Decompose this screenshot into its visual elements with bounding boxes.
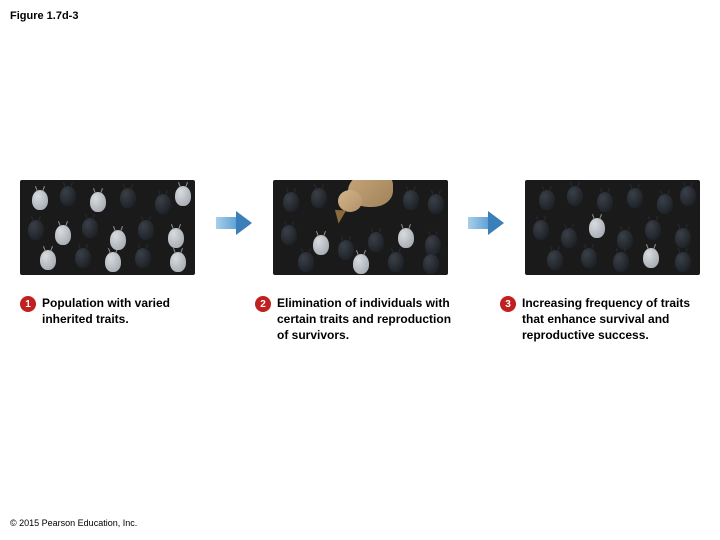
beetle-dark — [597, 192, 613, 212]
step-badge-3: 3 — [500, 296, 516, 312]
beetle-dark — [120, 188, 136, 208]
beetle-light — [90, 192, 106, 212]
arrow-icon — [216, 211, 252, 235]
beetle-dark — [645, 220, 661, 240]
beetle-dark — [567, 186, 583, 206]
beetle-light — [40, 250, 56, 270]
beetle-dark — [428, 194, 444, 214]
panel-1 — [20, 180, 195, 275]
beetle-dark — [613, 252, 629, 272]
panel-image-2 — [273, 180, 448, 275]
beetle-dark — [28, 220, 44, 240]
beetle-light — [32, 190, 48, 210]
beetle-dark — [533, 220, 549, 240]
beetle-dark — [138, 220, 154, 240]
beetle-dark — [388, 252, 404, 272]
beetle-dark — [311, 188, 327, 208]
panels-row — [20, 180, 700, 275]
beetle-light — [175, 186, 191, 206]
beetle-dark — [680, 186, 696, 206]
beetle-dark — [423, 254, 439, 274]
caption-text-2: Elimination of individuals with certain … — [277, 295, 465, 344]
caption-text-1: Population with varied inherited traits. — [42, 295, 220, 327]
panel-image-1 — [20, 180, 195, 275]
beetle-dark — [581, 248, 597, 268]
captions-row: 1 Population with varied inherited trait… — [20, 295, 700, 344]
step-badge-2: 2 — [255, 296, 271, 312]
beetle-dark — [675, 228, 691, 248]
beetle-dark — [547, 250, 563, 270]
beetle-dark — [338, 240, 354, 260]
beetle-light — [170, 252, 186, 272]
beetle-dark — [281, 225, 297, 245]
beetle-dark — [403, 190, 419, 210]
beetle-light — [168, 228, 184, 248]
beetle-light — [353, 254, 369, 274]
copyright-text: © 2015 Pearson Education, Inc. — [10, 518, 137, 528]
beetle-dark — [298, 252, 314, 272]
beetle-light — [643, 248, 659, 268]
beetle-dark — [135, 248, 151, 268]
caption-3: 3 Increasing frequency of traits that en… — [500, 295, 700, 344]
beetle-dark — [675, 252, 691, 272]
beetle-light — [110, 230, 126, 250]
caption-2: 2 Elimination of individuals with certai… — [255, 295, 465, 344]
beetle-light — [313, 235, 329, 255]
beetle-light — [589, 218, 605, 238]
panel-image-3 — [525, 180, 700, 275]
beetle-light — [55, 225, 71, 245]
beetle-dark — [561, 228, 577, 248]
caption-1: 1 Population with varied inherited trait… — [20, 295, 220, 344]
arrow-icon — [468, 211, 504, 235]
caption-text-3: Increasing frequency of traits that enha… — [522, 295, 700, 344]
beetle-dark — [368, 232, 384, 252]
panel-2 — [273, 180, 448, 275]
beetle-dark — [60, 186, 76, 206]
figure-label: Figure 1.7d-3 — [10, 10, 78, 22]
beetle-dark — [82, 218, 98, 238]
beetle-dark — [155, 194, 171, 214]
beetle-dark — [627, 188, 643, 208]
beetle-light — [398, 228, 414, 248]
predator-bird — [333, 180, 393, 222]
beetle-light — [105, 252, 121, 272]
beetle-dark — [283, 192, 299, 212]
beetle-dark — [657, 194, 673, 214]
step-badge-1: 1 — [20, 296, 36, 312]
panel-3 — [525, 180, 700, 275]
beetle-dark — [539, 190, 555, 210]
beetle-dark — [75, 248, 91, 268]
